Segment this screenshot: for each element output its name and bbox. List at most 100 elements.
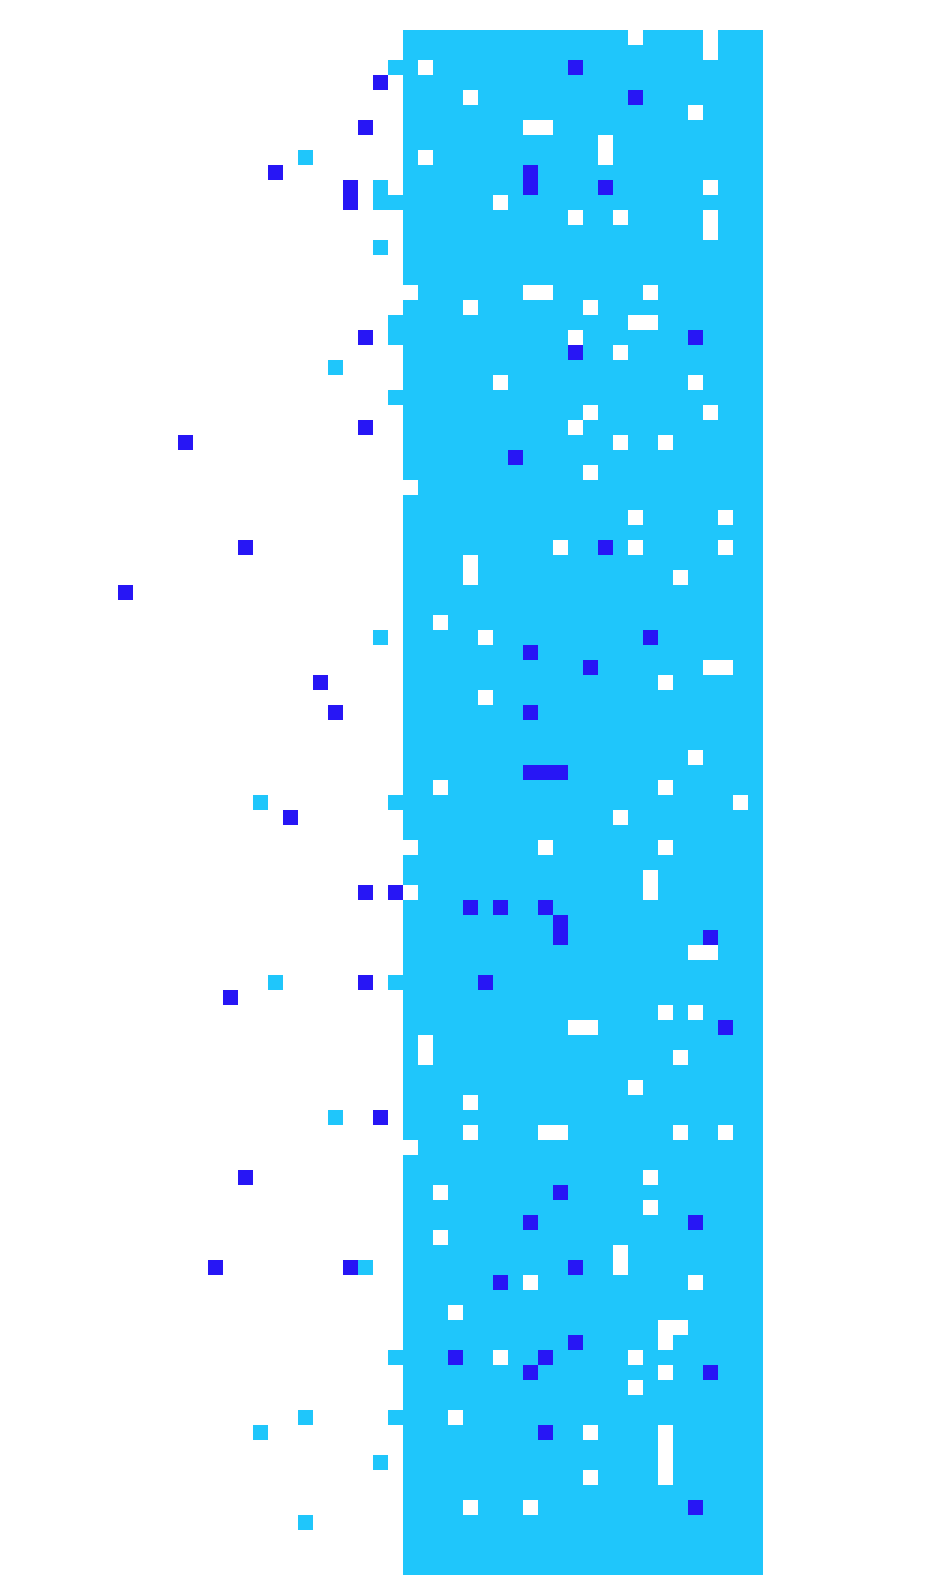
gap-cell <box>583 300 598 315</box>
blue-cell <box>388 885 403 900</box>
cyan-cell <box>358 1260 373 1275</box>
blue-cell <box>358 885 373 900</box>
gap-cell <box>658 1335 673 1350</box>
blue-cell <box>523 165 538 195</box>
gap-cell <box>568 1020 598 1035</box>
cyan-cell <box>298 1410 313 1425</box>
cyan-cell <box>268 975 283 990</box>
blue-cell <box>523 1365 538 1380</box>
blue-cell <box>538 900 553 915</box>
gap-cell <box>463 555 478 585</box>
cyan-cell <box>298 1515 313 1530</box>
blue-cell <box>508 450 523 465</box>
gap-cell <box>418 1035 433 1065</box>
blue-cell <box>553 1185 568 1200</box>
gap-cell <box>403 885 418 900</box>
cyan-cell <box>388 795 403 810</box>
gap-cell <box>658 1365 673 1380</box>
blue-cell <box>568 60 583 75</box>
gap-cell <box>628 540 643 555</box>
gap-cell <box>523 1275 538 1290</box>
blue-cell <box>373 75 388 90</box>
blue-cell <box>538 1350 553 1365</box>
gap-cell <box>703 180 718 195</box>
gap-cell <box>688 375 703 390</box>
gap-cell <box>478 630 493 645</box>
blue-cell <box>568 1260 583 1275</box>
blue-cell <box>238 1170 253 1185</box>
gap-cell <box>703 30 718 60</box>
blue-cell <box>463 900 478 915</box>
gap-cell <box>733 795 748 810</box>
gap-cell <box>688 1275 703 1290</box>
gap-cell <box>718 510 733 525</box>
blue-cell <box>268 165 283 180</box>
gap-cell <box>463 90 478 105</box>
gap-cell <box>613 210 628 225</box>
cyan-cell <box>388 60 403 75</box>
gap-cell <box>478 690 493 705</box>
gap-cell <box>583 1425 598 1440</box>
blue-cell <box>523 645 538 660</box>
blue-cell <box>343 180 358 210</box>
gap-cell <box>613 345 628 360</box>
gap-cell <box>403 480 418 495</box>
cyan-cell <box>253 1425 268 1440</box>
gap-cell <box>628 30 643 45</box>
gap-cell <box>628 1350 643 1365</box>
blue-cell <box>238 540 253 555</box>
blue-cell <box>448 1350 463 1365</box>
gap-cell <box>613 435 628 450</box>
blue-cell <box>703 930 718 945</box>
blue-cell <box>328 705 343 720</box>
cyan-cell <box>388 390 403 405</box>
gap-cell <box>538 1125 568 1140</box>
gap-cell <box>463 300 478 315</box>
gap-cell <box>643 1200 658 1215</box>
blue-cell <box>598 540 613 555</box>
gap-cell <box>688 750 703 765</box>
blue-cell <box>688 330 703 345</box>
cyan-cell <box>373 240 388 255</box>
cyan-cell <box>388 1410 403 1425</box>
cyan-cell <box>373 1455 388 1470</box>
blue-cell <box>313 675 328 690</box>
gap-cell <box>553 540 568 555</box>
gap-cell <box>643 1170 658 1185</box>
gap-cell <box>433 1185 448 1200</box>
blue-cell <box>493 900 508 915</box>
gap-cell <box>568 210 583 225</box>
gap-cell <box>658 1005 673 1020</box>
gap-cell <box>523 1500 538 1515</box>
blue-cell <box>568 345 583 360</box>
gap-cell <box>418 60 433 75</box>
gap-cell <box>433 615 448 630</box>
blue-cell <box>358 330 373 345</box>
gap-cell <box>658 1425 673 1485</box>
cyan-cell <box>388 315 403 345</box>
gap-cell <box>583 1470 598 1485</box>
gap-cell <box>448 1305 463 1320</box>
gap-cell <box>628 1380 643 1395</box>
gap-cell <box>463 1500 478 1515</box>
blue-cell <box>583 660 598 675</box>
gap-cell <box>688 105 703 120</box>
blue-cell <box>478 975 493 990</box>
blue-cell <box>223 990 238 1005</box>
gap-cell <box>523 120 553 135</box>
gap-cell <box>523 285 553 300</box>
gap-cell <box>493 195 508 210</box>
blue-cell <box>553 915 568 945</box>
blue-cell <box>118 585 133 600</box>
cyan-cell <box>388 1350 403 1365</box>
gap-cell <box>403 1140 418 1155</box>
gap-cell <box>718 1125 733 1140</box>
blue-cell <box>358 120 373 135</box>
blue-cell <box>523 765 568 780</box>
blue-cell <box>523 1215 538 1230</box>
blue-cell <box>178 435 193 450</box>
cyan-cell <box>388 975 403 990</box>
gap-cell <box>463 1095 478 1110</box>
